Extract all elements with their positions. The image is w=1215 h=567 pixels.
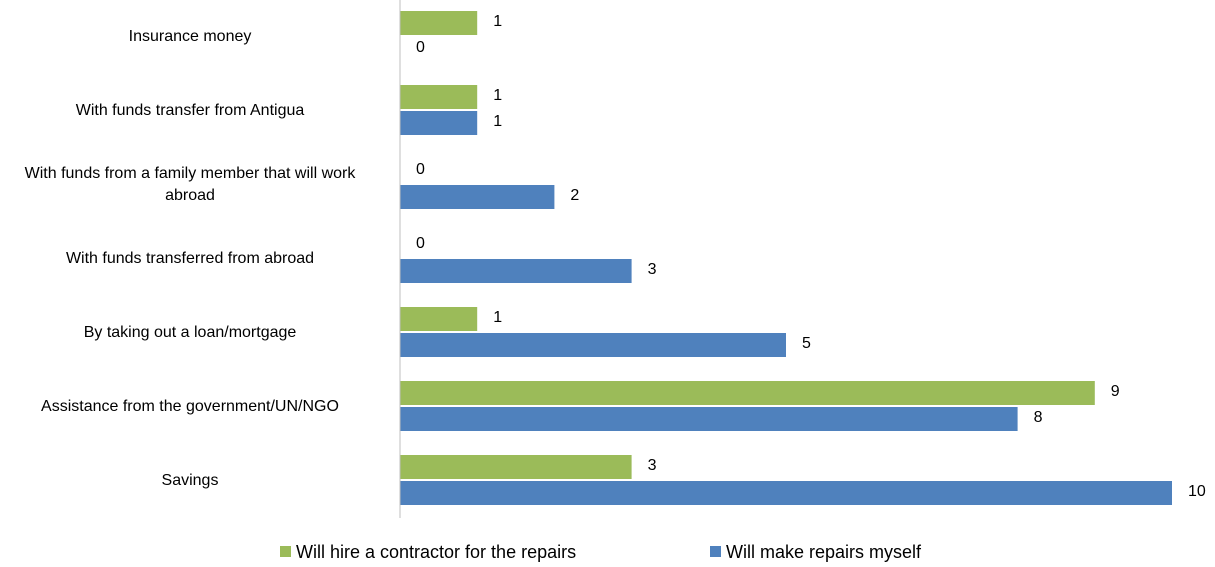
legend-label: Will make repairs myself xyxy=(726,542,922,562)
data-label: 5 xyxy=(802,335,811,352)
data-label: 0 xyxy=(416,235,425,252)
legend-swatch xyxy=(280,546,291,557)
data-label: 1 xyxy=(493,87,502,104)
data-label: 1 xyxy=(493,13,502,30)
bar xyxy=(400,307,478,331)
data-label: 3 xyxy=(648,457,657,474)
legend-swatch xyxy=(710,546,721,557)
data-label: 2 xyxy=(570,187,579,204)
data-label: 0 xyxy=(416,161,425,178)
category-label: With funds from a family member that wil… xyxy=(24,165,356,204)
data-label: 8 xyxy=(1034,409,1043,426)
data-label: 1 xyxy=(493,113,502,130)
bar xyxy=(400,481,1172,505)
bar xyxy=(400,11,478,35)
data-label: 9 xyxy=(1111,383,1120,400)
bar xyxy=(400,333,786,357)
bar xyxy=(400,259,632,283)
bar xyxy=(400,455,632,479)
category-label: Savings xyxy=(161,472,219,489)
bar xyxy=(400,111,478,135)
category-label: Assistance from the government/UN/NGO xyxy=(41,398,339,415)
category-label: With funds transfer from Antigua xyxy=(75,102,305,119)
category-label: Insurance money xyxy=(128,28,252,45)
data-label: 10 xyxy=(1188,483,1206,500)
data-label: 3 xyxy=(648,261,657,278)
data-label: 1 xyxy=(493,309,502,326)
legend-label: Will hire a contractor for the repairs xyxy=(296,542,576,562)
bar xyxy=(400,381,1095,405)
category-label: By taking out a loan/mortgage xyxy=(83,324,297,341)
bar xyxy=(400,85,478,109)
bar xyxy=(400,185,555,209)
data-label: 0 xyxy=(416,39,425,56)
bar xyxy=(400,407,1018,431)
category-label: With funds transferred from abroad xyxy=(65,250,315,267)
